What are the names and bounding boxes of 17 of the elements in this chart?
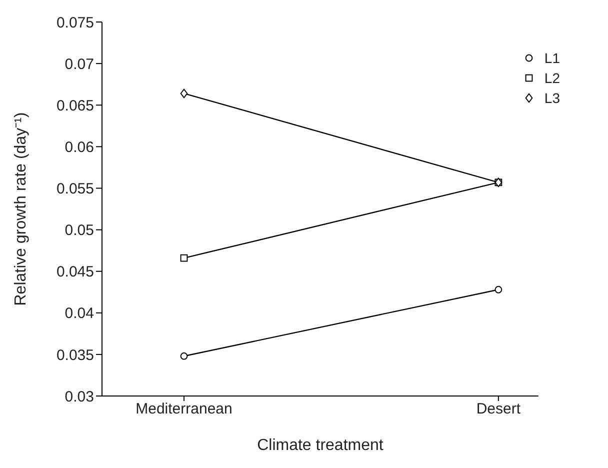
y-tick-label: 0.05 — [64, 222, 94, 240]
x-tick-label: Mediterranean — [136, 400, 232, 418]
y-tick-label: 0.06 — [64, 138, 94, 156]
y-tick-label: 0.055 — [56, 180, 94, 198]
y-tick-label: 0.07 — [64, 56, 94, 73]
y-tick-label: 0.075 — [56, 14, 94, 32]
x-tick-label: Desert — [476, 400, 522, 418]
legend-label: L2 — [544, 70, 560, 86]
y-tick-label: 0.035 — [56, 346, 94, 364]
y-tick-label: 0.04 — [64, 305, 94, 322]
y-tick-label: 0.065 — [56, 97, 94, 114]
y-axis-title: Relative growth rate (day⁻¹) — [12, 112, 30, 306]
y-tick-label: 0.045 — [56, 264, 94, 281]
y-tick-label: 0.03 — [64, 388, 94, 406]
x-axis-title: Climate treatment — [257, 437, 384, 454]
legend-label: L3 — [544, 90, 560, 106]
legend-label: L1 — [544, 50, 560, 66]
